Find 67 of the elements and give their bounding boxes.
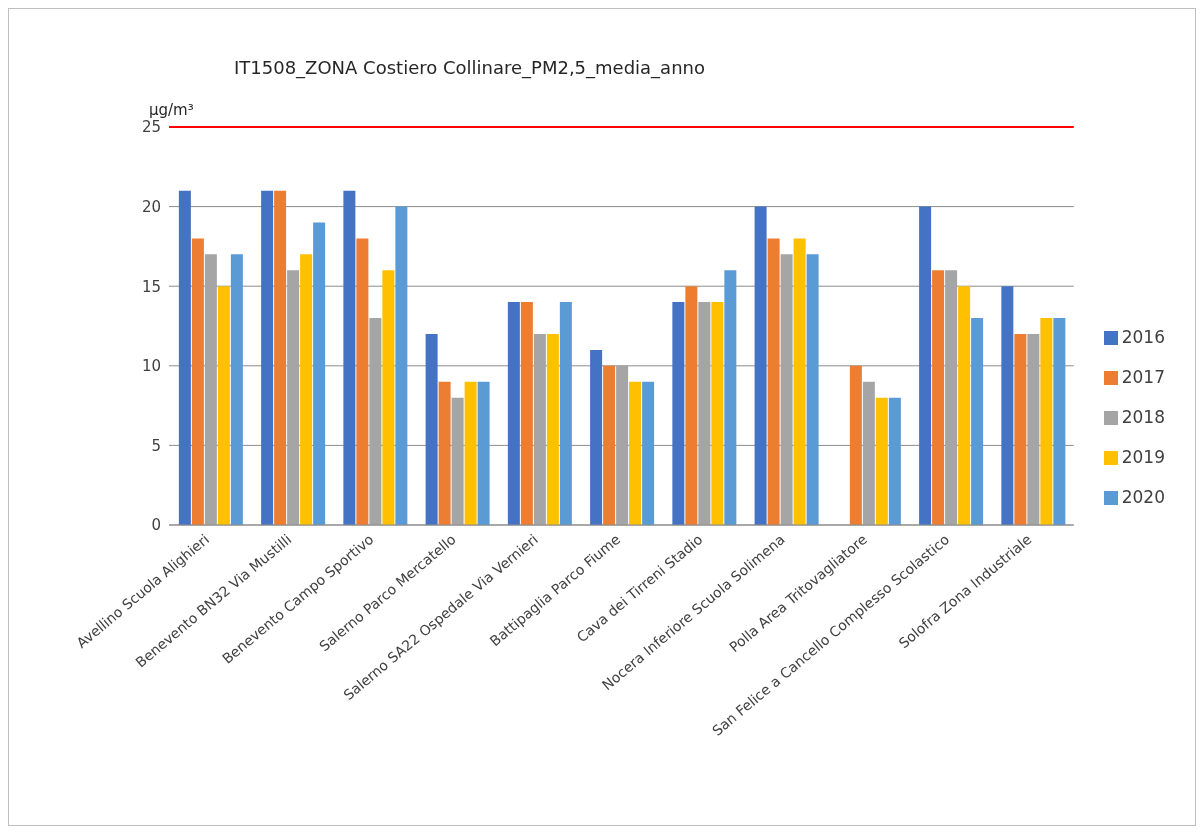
- legend-label: 2017: [1121, 367, 1165, 387]
- bar: [356, 238, 369, 525]
- bar: [425, 333, 438, 525]
- bar: [1040, 318, 1053, 525]
- bar: [533, 333, 546, 525]
- y-tick-label: 15: [141, 277, 161, 296]
- legend-label: 2016: [1121, 327, 1165, 347]
- bar: [287, 270, 300, 525]
- legend-label: 2018: [1121, 407, 1165, 427]
- bar: [888, 397, 901, 525]
- bar: [451, 397, 464, 525]
- y-tick-label: 20: [141, 197, 161, 216]
- bar: [672, 302, 685, 525]
- bar: [806, 254, 819, 525]
- bar: [217, 286, 230, 525]
- bar: [642, 381, 655, 525]
- bar: [382, 270, 395, 525]
- bar: [313, 222, 326, 525]
- bar: [507, 302, 520, 525]
- bar: [793, 238, 806, 525]
- bar: [849, 365, 862, 525]
- bar: [875, 397, 888, 525]
- bar: [343, 190, 356, 525]
- bar: [204, 254, 217, 525]
- chart-title: IT1508_ZONA Costiero Collinare_PM2,5_media_anno: [234, 57, 705, 78]
- bar: [230, 254, 243, 525]
- bar: [945, 270, 958, 525]
- legend-label: 2020: [1121, 487, 1165, 507]
- bar: [300, 254, 313, 525]
- bar: [1027, 333, 1040, 525]
- y-axis-title: µg/m³: [149, 101, 194, 119]
- bar: [191, 238, 204, 525]
- bar: [711, 302, 724, 525]
- bar: [464, 381, 477, 525]
- bar: [724, 270, 737, 525]
- bar: [1001, 286, 1014, 525]
- bar: [685, 286, 698, 525]
- bar: [395, 206, 408, 525]
- bar: [780, 254, 793, 525]
- bar: [477, 381, 490, 525]
- bar: [520, 302, 533, 525]
- y-tick-label: 25: [141, 118, 161, 137]
- bar: [919, 206, 932, 525]
- bar: [369, 318, 382, 525]
- y-tick-label: 0: [151, 516, 161, 535]
- bar: [767, 238, 780, 525]
- bar: [603, 365, 616, 525]
- bar: [438, 381, 451, 525]
- bar: [932, 270, 945, 525]
- bar: [546, 333, 559, 525]
- y-tick-label: 5: [151, 436, 161, 455]
- legend-label: 2019: [1121, 447, 1165, 467]
- y-tick-label: 10: [141, 357, 161, 376]
- bar: [178, 190, 191, 525]
- bar: [261, 190, 274, 525]
- bar: [274, 190, 287, 525]
- bar: [1014, 333, 1027, 525]
- bar: [559, 302, 572, 525]
- bar: [629, 381, 642, 525]
- bar: [862, 381, 875, 525]
- bar: [590, 349, 603, 525]
- bar: [1053, 318, 1066, 525]
- bar: [698, 302, 711, 525]
- bar: [754, 206, 767, 525]
- bar: [958, 286, 971, 525]
- bar: [971, 318, 984, 525]
- bar: [616, 365, 629, 525]
